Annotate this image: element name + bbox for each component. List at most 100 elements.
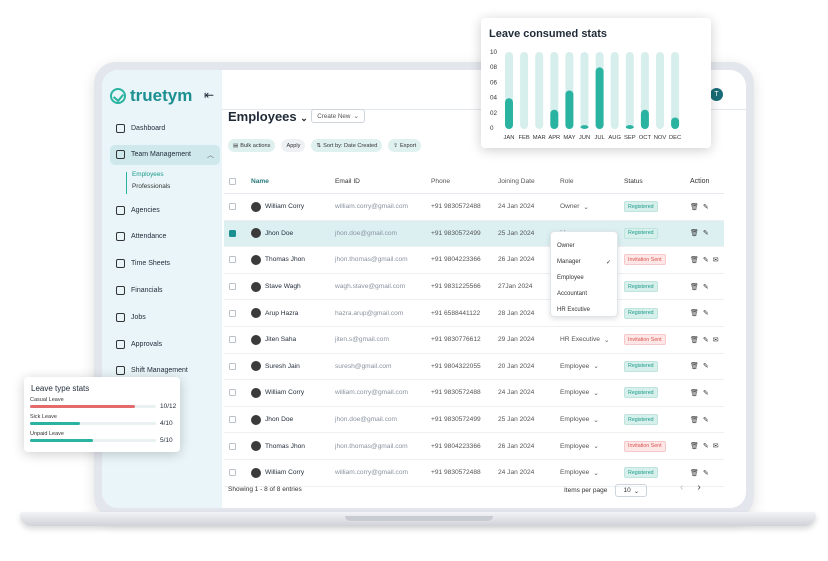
collapse-sidebar-icon[interactable]: ⇤ [204, 88, 215, 102]
sidebar-subitem-employees[interactable]: Employees [116, 169, 220, 181]
delete-icon[interactable]: 🗑 [690, 230, 699, 238]
row-checkbox[interactable] [228, 442, 236, 450]
items-per-page-select[interactable]: 10 ⌄ [615, 484, 648, 497]
edit-icon[interactable]: ✎ [702, 310, 709, 318]
select-all-checkbox[interactable] [228, 178, 236, 185]
table-row[interactable]: Arup Hazra hazra.arup@gmail.com +91 6588… [224, 300, 724, 327]
edit-icon[interactable]: ✎ [702, 469, 709, 477]
mail-icon[interactable]: ✉ [712, 443, 719, 451]
mail-icon[interactable]: ✉ [712, 336, 719, 344]
status-badge: Registered [624, 201, 658, 213]
edit-icon[interactable]: ✎ [702, 443, 709, 451]
create-new-dropdown[interactable]: Create New ⌄ [311, 109, 365, 123]
row-checkbox[interactable] [228, 256, 236, 264]
items-per-page-label: Items per page [564, 487, 608, 494]
delete-icon[interactable]: 🗑 [690, 336, 699, 344]
role-select[interactable]: Employee ⌄ [560, 416, 624, 424]
mail-icon[interactable]: ✉ [712, 256, 719, 264]
sidebar-item-approvals[interactable]: Approvals [116, 331, 220, 358]
header-name[interactable]: Name [251, 178, 269, 185]
bulk-actions-button[interactable]: ▤ Bulk actions [228, 139, 276, 152]
edit-icon[interactable]: ✎ [702, 203, 709, 211]
table-row[interactable]: William Corry william.corry@gmail.com +9… [224, 380, 724, 407]
role-option[interactable]: Accountant [557, 286, 611, 302]
prev-page-icon[interactable]: ‹ [680, 482, 684, 493]
table-row[interactable]: Thomas Jhon jhon.thomas@gmail.com +91 98… [224, 433, 724, 460]
edit-icon[interactable]: ✎ [702, 363, 709, 371]
cell-status: Invitation Sent [624, 254, 680, 266]
edit-icon[interactable]: ✎ [702, 256, 709, 264]
table-row[interactable]: William Corry william.corry@gmail.com +9… [224, 460, 724, 487]
edit-icon[interactable]: ✎ [702, 389, 709, 397]
role-select[interactable]: Employee ⌄ [560, 469, 624, 477]
table-row[interactable]: Jhon Doe jhon.doe@gmail.com +91 98305724… [224, 220, 724, 248]
edit-icon[interactable]: ✎ [702, 336, 709, 344]
table-row[interactable]: Jiten Saha jiten.s@gmail.com +91 9830776… [224, 327, 724, 354]
row-checkbox[interactable] [228, 336, 236, 344]
edit-icon[interactable]: ✎ [702, 230, 709, 238]
role-option[interactable]: Owner [557, 238, 611, 254]
row-checkbox[interactable] [228, 229, 236, 237]
edit-icon[interactable]: ✎ [702, 283, 709, 291]
row-checkbox[interactable] [228, 309, 236, 317]
header-email[interactable]: Email ID [335, 178, 360, 185]
sidebar-item-shift-management[interactable]: Shift Management [116, 358, 220, 385]
apply-button[interactable]: Apply [281, 139, 306, 152]
leave-type-fill [30, 439, 93, 442]
table-row[interactable]: Suresh Jain suresh@gmail.com +91 9804322… [224, 354, 724, 381]
role-select[interactable]: Owner ⌄ [560, 203, 624, 211]
role-select[interactable]: Employee ⌄ [560, 442, 624, 451]
table-row[interactable]: Jhon Doe jhon.doe@gmail.com +91 98305724… [224, 407, 724, 434]
delete-icon[interactable]: 🗑 [690, 310, 699, 318]
sidebar-item-agencies[interactable]: Agencies [116, 197, 220, 224]
delete-icon[interactable]: 🗑 [690, 256, 699, 264]
cell-phone: +91 9804223366 [431, 442, 481, 450]
delete-icon[interactable]: 🗑 [690, 203, 699, 211]
x-tick-label: AUG [608, 135, 621, 141]
chevron-down-icon: ⌄ [593, 389, 599, 397]
employees-table: Name Email ID Phone Joining Date Role St… [224, 170, 724, 487]
sidebar-item-attendance[interactable]: Attendance [116, 224, 220, 251]
row-checkbox[interactable] [228, 469, 236, 477]
sidebar-item-time-sheets[interactable]: Time Sheets [116, 250, 220, 277]
sidebar-item-dashboard[interactable]: Dashboard [116, 115, 220, 142]
table-row[interactable]: Stave Wagh wagh.stave@gmail.com +91 9831… [224, 274, 724, 301]
delete-icon[interactable]: 🗑 [690, 416, 699, 424]
next-page-icon[interactable]: › [697, 482, 701, 493]
sidebar-item-team-management[interactable]: Team Management ︿ [110, 144, 220, 165]
edit-icon[interactable]: ✎ [702, 416, 709, 424]
role-select[interactable]: HR Executive ⌄ [560, 336, 624, 344]
page-title[interactable]: Employees ⌄ [228, 109, 308, 124]
sort-button[interactable]: ⇅ Sort by: Date Created [311, 139, 383, 152]
row-checkbox[interactable] [228, 203, 236, 211]
x-tick-label: MAY [563, 135, 575, 141]
row-checkbox[interactable] [228, 283, 236, 291]
export-button[interactable]: ⇪ Export [388, 139, 422, 152]
delete-icon[interactable]: 🗑 [690, 363, 699, 371]
delete-icon[interactable]: 🗑 [690, 443, 699, 451]
delete-icon[interactable]: 🗑 [690, 469, 699, 477]
header-joining-date[interactable]: Joining Date [498, 178, 535, 185]
role-option[interactable]: Manager ✓ [557, 254, 611, 270]
table-row[interactable]: William Corry william.corry@gmail.com +9… [224, 194, 724, 221]
delete-icon[interactable]: 🗑 [690, 389, 699, 397]
delete-icon[interactable]: 🗑 [690, 283, 699, 291]
row-checkbox[interactable] [228, 389, 236, 397]
role-value: Employee [560, 389, 590, 397]
cell-status: Registered [624, 414, 680, 426]
cell-name: William Corry [240, 201, 326, 212]
row-checkbox[interactable] [228, 362, 236, 370]
sidebar-subitem-professionals[interactable]: Professionals [116, 181, 220, 193]
role-option[interactable]: HR Excutive [557, 302, 611, 318]
status-badge: Invitation Sent [624, 254, 666, 266]
header-phone[interactable]: Phone [431, 178, 451, 185]
sidebar-item-financials[interactable]: Financials [116, 277, 220, 304]
row-checkbox[interactable] [228, 416, 236, 424]
role-select[interactable]: Employee ⌄ [560, 389, 624, 397]
role-select[interactable]: Employee ⌄ [560, 362, 624, 371]
table-row[interactable]: Thomas Jhon jhon.thomas@gmail.com +91 98… [224, 247, 724, 274]
role-option[interactable]: Employee [557, 270, 611, 286]
sidebar-item-jobs[interactable]: Jobs [116, 304, 220, 331]
header-role[interactable]: Role [560, 178, 574, 185]
avatar[interactable]: T [710, 88, 723, 101]
